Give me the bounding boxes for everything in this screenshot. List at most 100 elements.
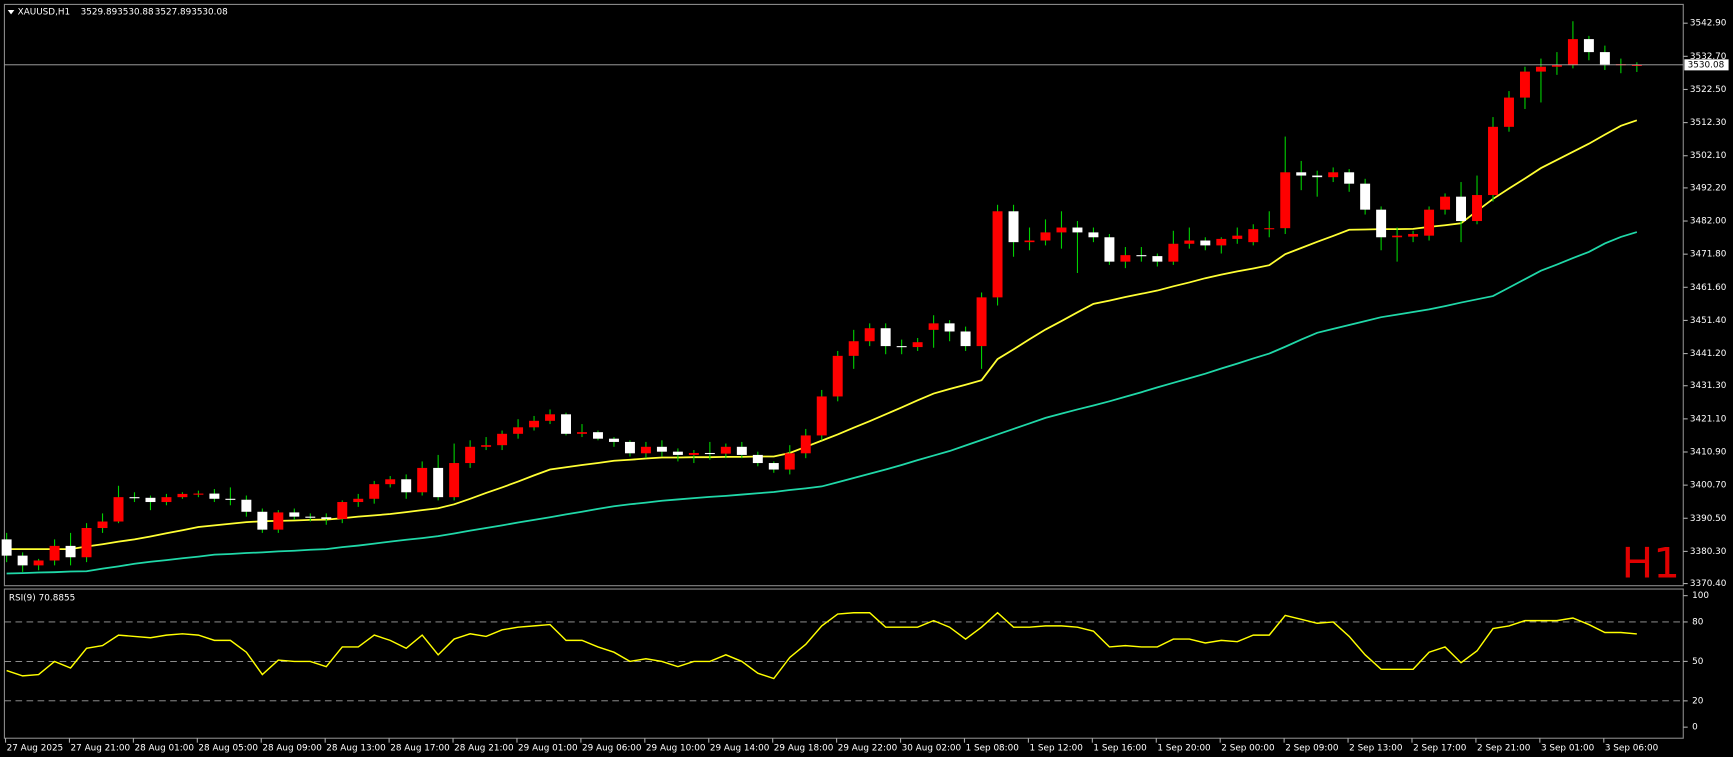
- x-tick-label: 27 Aug 2025: [7, 744, 64, 754]
- candle-body: [497, 433, 508, 446]
- candle-body: [992, 211, 1003, 298]
- candle-body: [672, 451, 683, 455]
- candle-body: [257, 511, 268, 530]
- candle-body: [161, 497, 172, 503]
- candle-body: [1360, 183, 1371, 210]
- rsi-line: [6, 611, 1637, 680]
- x-tick-label: 29 Aug 14:00: [710, 744, 770, 754]
- rsi-panel-frame: [3, 588, 1684, 739]
- x-tick-label: 2 Sep 00:00: [1221, 744, 1275, 754]
- rsi-name: RSI(9): [9, 593, 36, 603]
- candle-body: [433, 467, 444, 498]
- candle-body: [1583, 39, 1594, 53]
- y-tick-label: 3451.40: [1690, 316, 1727, 326]
- x-tick-label: 29 Aug 06:00: [582, 744, 642, 754]
- candle-body: [1136, 255, 1147, 257]
- candle-body: [880, 328, 891, 347]
- candle-body: [1296, 172, 1307, 176]
- x-tick-label: 28 Aug 13:00: [326, 744, 386, 754]
- candle-body: [752, 454, 763, 464]
- candle-body: [593, 432, 603, 439]
- y-tick-label: 3441.20: [1690, 349, 1727, 359]
- candle-body: [1264, 228, 1275, 230]
- candle-body: [704, 452, 715, 455]
- candle-body: [1456, 196, 1467, 222]
- candle-body: [1216, 238, 1227, 246]
- candle-body: [561, 414, 571, 434]
- candle-body: [1535, 66, 1546, 72]
- candle-body: [816, 396, 827, 436]
- candle-body: [241, 499, 252, 512]
- candle-body: [177, 493, 188, 498]
- candle-body: [1008, 211, 1019, 243]
- candle-body: [1, 539, 12, 556]
- candle-body: [369, 484, 380, 499]
- y-tick-label: 3471.80: [1690, 250, 1727, 260]
- candle-body: [305, 516, 316, 518]
- moving-average-line: [6, 231, 1638, 575]
- x-tick-label: 3 Sep 01:00: [1541, 744, 1595, 754]
- y-tick-label: 3492.20: [1690, 183, 1727, 193]
- y-tick-label: 3370.40: [1690, 579, 1727, 589]
- candle-body: [1152, 256, 1163, 262]
- y-tick-label: 3390.50: [1690, 514, 1727, 524]
- x-tick-label: 28 Aug 05:00: [198, 744, 258, 754]
- candle-body: [768, 463, 779, 470]
- candle-body: [1120, 255, 1131, 262]
- candle-body: [800, 435, 811, 454]
- x-tick-label: 2 Sep 21:00: [1477, 744, 1531, 754]
- collapse-arrow[interactable]: [7, 9, 15, 15]
- candle-body: [1376, 209, 1387, 238]
- candle-body: [960, 331, 971, 347]
- candle-body: [864, 328, 875, 342]
- candle-body: [1312, 175, 1323, 178]
- candle-body: [129, 497, 140, 499]
- y-tick-label: 3461.60: [1690, 283, 1727, 293]
- x-tick-label: 2 Sep 09:00: [1285, 744, 1339, 754]
- candle-body: [49, 545, 60, 561]
- x-tick-label: 30 Aug 02:00: [902, 744, 962, 754]
- candle-body: [1519, 71, 1530, 98]
- current-price-label: 3530.08: [1688, 60, 1725, 70]
- candle-body: [832, 355, 843, 397]
- x-tick-label: 29 Aug 01:00: [518, 744, 578, 754]
- x-tick-label: 3 Sep 06:00: [1605, 744, 1659, 754]
- symbol-label: XAUUSD,H1: [18, 8, 70, 18]
- x-tick-label: 29 Aug 10:00: [646, 744, 706, 754]
- candle-body: [1072, 227, 1083, 233]
- candle-body: [113, 497, 124, 522]
- candle-body: [273, 512, 284, 530]
- x-tick-label: 1 Sep 12:00: [1030, 744, 1084, 754]
- candle-body: [1184, 240, 1195, 244]
- candle-body: [1344, 172, 1355, 184]
- candle-body: [1631, 64, 1642, 66]
- candle-body: [1567, 39, 1578, 66]
- x-tick-label: 28 Aug 09:00: [262, 744, 322, 754]
- candle-body: [577, 432, 587, 434]
- y-tick-label: 3542.90: [1690, 19, 1727, 29]
- candle-body: [608, 438, 619, 442]
- candle-body: [1599, 52, 1610, 66]
- candle-body: [321, 517, 332, 519]
- x-tick-label: 1 Sep 20:00: [1157, 744, 1211, 754]
- candle-body: [720, 446, 731, 454]
- candle-body: [656, 446, 667, 452]
- candle-body: [688, 452, 699, 455]
- x-tick-label: 29 Aug 18:00: [774, 744, 834, 754]
- rsi-tick-label: 20: [1692, 696, 1704, 706]
- candle-body: [209, 493, 220, 499]
- candle-body: [385, 479, 396, 485]
- rsi-tick-label: 100: [1692, 591, 1709, 601]
- header-close: 3530.08: [191, 8, 228, 18]
- current-price-box: [1684, 59, 1729, 71]
- y-tick-label: 3482.00: [1690, 217, 1727, 227]
- main-panel-frame: [3, 3, 1684, 587]
- candle-body: [1088, 232, 1099, 238]
- candle-body: [193, 493, 204, 495]
- y-tick-label: 3421.10: [1690, 414, 1727, 424]
- candle-body: [449, 463, 460, 498]
- header-low: 3527.89: [155, 8, 192, 18]
- rsi-tick-label: 80: [1692, 617, 1704, 627]
